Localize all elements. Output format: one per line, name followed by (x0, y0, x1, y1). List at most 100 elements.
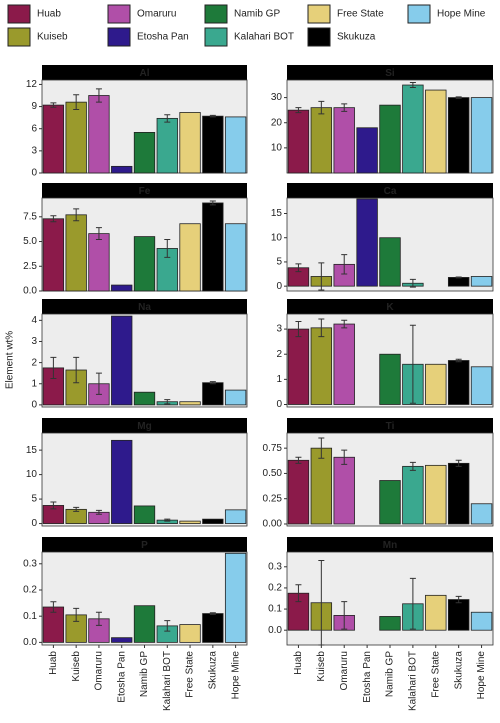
error-bar (95, 509, 102, 515)
bar (425, 363, 447, 405)
x-tick-label: Huab (48, 651, 59, 675)
bar (111, 165, 133, 174)
error-bar (409, 461, 416, 471)
panel-title: P (141, 540, 148, 551)
bar (156, 117, 178, 174)
bar (179, 520, 201, 524)
error-bar (341, 319, 348, 329)
bar (447, 277, 470, 287)
bar (224, 389, 247, 406)
panel-background (286, 551, 494, 646)
bar (447, 599, 470, 631)
y-tick-label: 1 (31, 378, 37, 389)
bar (333, 323, 355, 405)
bar (202, 115, 224, 174)
legend-label: Free State (337, 9, 384, 20)
panel-title: Mn (383, 540, 397, 551)
y-tick-label: 20 (271, 117, 283, 128)
error-bar (295, 263, 302, 273)
y-tick-label: 3 (276, 324, 282, 335)
bar (202, 202, 224, 292)
panel-strip (287, 65, 493, 80)
y-tick-label: 5.0 (23, 236, 37, 247)
bar (179, 112, 201, 174)
legend-label: Hope Mine (437, 9, 486, 20)
error-bar (73, 506, 80, 512)
x-tick-label: Free State (430, 651, 441, 698)
x-tick-label: Kuiseb (316, 651, 327, 682)
bar (179, 223, 201, 292)
error-bar (318, 262, 325, 291)
error-bar (455, 358, 462, 363)
bar (470, 503, 493, 525)
x-tick-label: Kalahari BOT (162, 651, 173, 711)
y-tick-label: 0.1 (268, 604, 282, 615)
bar (287, 109, 310, 174)
bar (470, 97, 493, 174)
error-bar (455, 595, 462, 604)
x-tick-label: Skukuza (453, 651, 464, 690)
y-tick-label: 0 (31, 518, 37, 529)
error-bar (295, 107, 302, 114)
x-tick-label: Etosha Pan (116, 651, 127, 703)
y-tick-label: 0.00 (263, 519, 283, 530)
error-bar (164, 620, 171, 632)
bar (470, 276, 493, 287)
legend-label: Namib GP (234, 9, 280, 20)
error-bar (50, 601, 57, 613)
error-bar (295, 456, 302, 464)
bar (224, 223, 247, 292)
error-bar (409, 278, 416, 288)
bar (287, 459, 310, 525)
bar (310, 327, 333, 405)
x-tick-label: Hope Mine (476, 651, 487, 700)
legend-swatch (407, 4, 431, 24)
panel-title: Na (138, 302, 151, 313)
y-tick-label: 1 (276, 374, 282, 385)
panel-strip (287, 537, 493, 552)
bar (111, 315, 133, 406)
y-tick-label: 5 (31, 494, 37, 505)
x-tick-label: Omaruru (339, 651, 350, 690)
y-tick-label: 0 (31, 168, 37, 179)
x-tick-label: Omaruru (94, 651, 105, 690)
y-tick-label: 12 (26, 79, 38, 90)
bar (224, 509, 247, 524)
error-bar (50, 215, 57, 223)
error-bar (455, 96, 462, 99)
y-tick-label: 10 (271, 232, 283, 243)
error-bar (341, 601, 348, 630)
y-tick-label: 0.0 (23, 637, 37, 648)
error-bar (73, 94, 80, 111)
y-tick-label: 10 (271, 143, 283, 154)
error-bar (50, 356, 57, 379)
error-bar (73, 607, 80, 622)
y-tick-label: 0 (276, 281, 282, 292)
panel-title: Ti (386, 421, 395, 432)
error-bar (209, 114, 216, 118)
error-bar (341, 254, 348, 275)
bar (379, 616, 401, 631)
bar (310, 447, 333, 525)
error-bar (50, 102, 57, 108)
panel-strip (42, 65, 247, 80)
y-tick-label: 7.5 (23, 211, 37, 222)
legend-swatch (204, 27, 228, 47)
error-bar (318, 318, 325, 338)
bar (133, 505, 156, 524)
x-tick-label: Namib GP (385, 651, 396, 697)
bar (65, 101, 87, 174)
y-tick-label: 30 (271, 92, 283, 103)
error-bar (209, 381, 216, 385)
bar (425, 464, 447, 525)
bar (133, 391, 156, 406)
legend-swatch (7, 4, 31, 24)
bar (42, 218, 65, 292)
bar (379, 353, 401, 405)
bar (202, 518, 224, 524)
y-tick-label: 0.3 (268, 561, 282, 572)
y-tick-label: 2.5 (23, 261, 37, 272)
legend-swatch (307, 27, 331, 47)
error-bar (341, 449, 348, 465)
